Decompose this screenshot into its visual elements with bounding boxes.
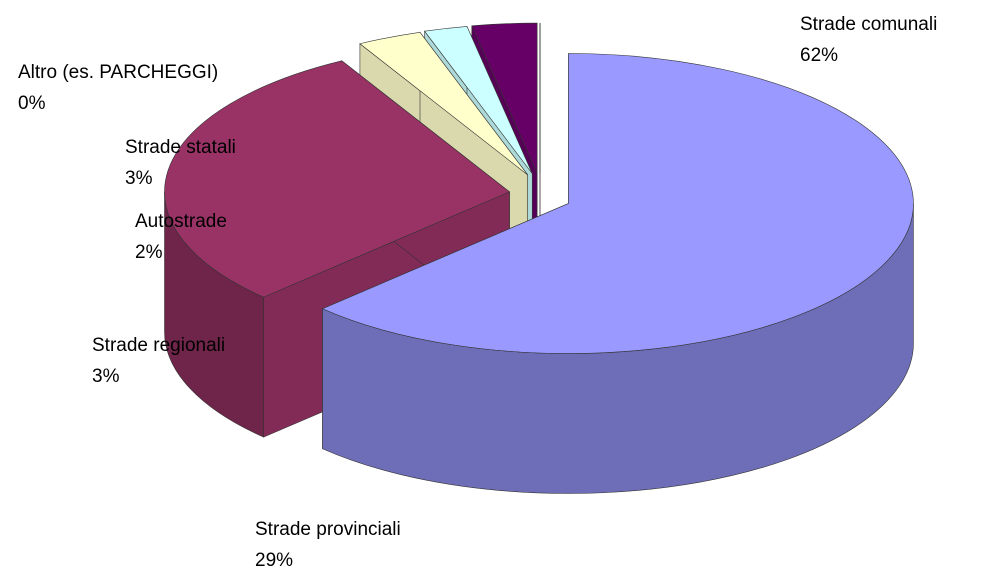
- slice-value-label: 3%: [92, 366, 120, 387]
- slice: [471, 22, 538, 174]
- slice-value-label: 62%: [800, 45, 838, 66]
- slice: [424, 26, 533, 174]
- slice-value-label: 3%: [125, 168, 153, 189]
- slice-label: Strade statali: [125, 137, 236, 158]
- slice: [321, 53, 914, 354]
- slice-label: Altro (es. PARCHEGGI): [18, 62, 218, 83]
- slice-label: Strade comunali: [800, 14, 937, 35]
- slice-label: Strade regionali: [92, 335, 225, 356]
- slice: [164, 60, 511, 298]
- slice: [359, 32, 528, 176]
- slice-value-label: 0%: [18, 93, 46, 114]
- slice-value-label: 29%: [255, 550, 293, 570]
- slice-value-label: 2%: [135, 242, 163, 263]
- slice-label: Autostrade: [135, 211, 227, 232]
- slice-label: Strade provinciali: [255, 519, 401, 540]
